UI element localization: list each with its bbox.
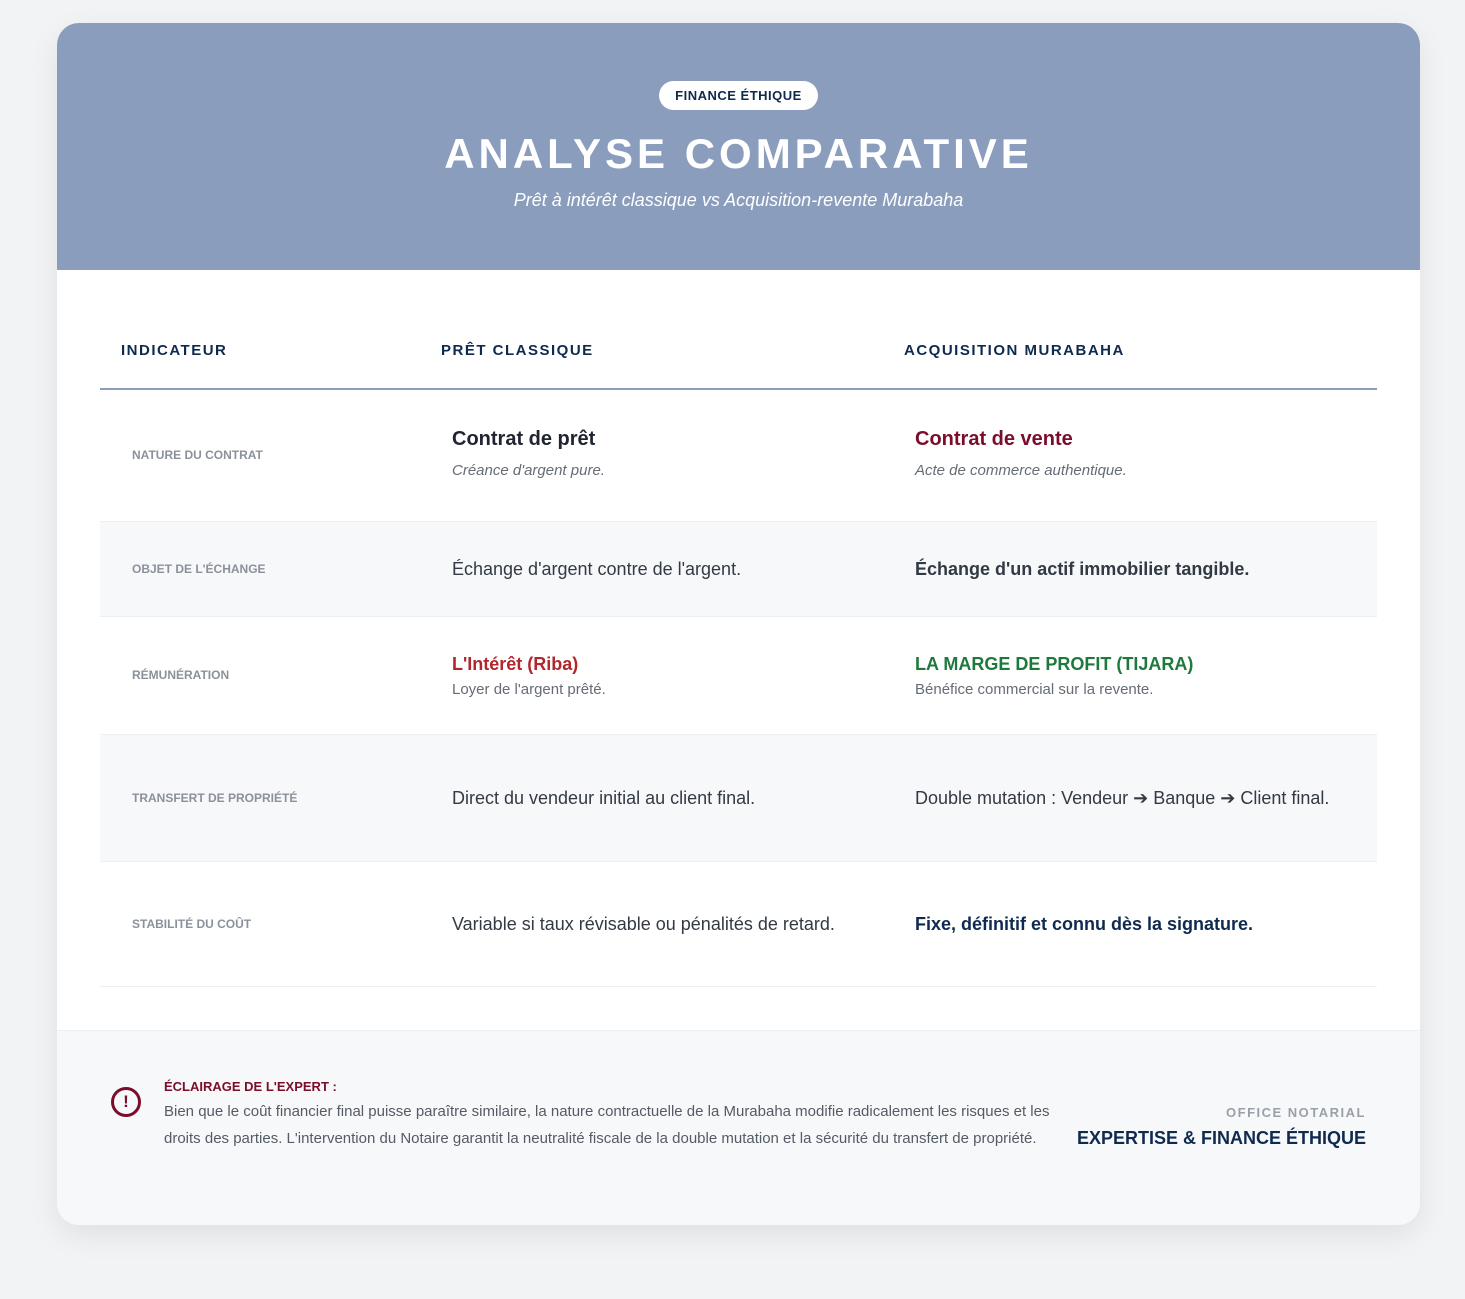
- cell-title: Contrat de vente: [915, 428, 1073, 451]
- row-indicator: OBJET DE L'ÉCHANGE: [100, 521, 420, 617]
- cell-title: Contrat de prêt: [452, 428, 596, 451]
- expert-text: Bien que le coût financier final puisse …: [164, 1103, 1050, 1147]
- page-subtitle: Prêt à intérêt classique vs Acquisition-…: [513, 190, 964, 210]
- cell-note: Créance d'argent pure.: [452, 462, 605, 480]
- cell-note: Acte de commerce authentique.: [915, 462, 1127, 480]
- header: FINANCE ÉTHIQUE ANALYSE COMPARATIVE Prêt…: [57, 23, 1420, 270]
- page-title: ANALYSE COMPARATIVE: [444, 130, 1033, 177]
- comparison-card: FINANCE ÉTHIQUE ANALYSE COMPARATIVE Prêt…: [57, 23, 1420, 1225]
- cell-title: L'Intérêt (Riba): [452, 654, 579, 674]
- table-row: NATURE DU CONTRAT Contrat de prêt Créance…: [100, 389, 1377, 522]
- row-indicator: STABILITÉ DU COÛT: [100, 861, 420, 987]
- murabaha-cell: Contrat de vente Acte de commerce authent…: [883, 389, 1377, 522]
- office-label: OFFICE NOTARIAL: [1226, 1105, 1366, 1120]
- expert-title: ÉCLAIRAGE DE L'EXPERT :: [164, 1079, 337, 1094]
- row-indicator: TRANSFERT DE PROPRIÉTÉ: [100, 734, 420, 862]
- category-badge: FINANCE ÉTHIQUE: [659, 81, 818, 110]
- table-row: STABILITÉ DU COÛT Variable si taux révis…: [100, 861, 1377, 987]
- comparison-table: INDICATEUR PRÊT CLASSIQUE ACQUISITION MU…: [100, 313, 1377, 987]
- classic-cell: Variable si taux révisable ou pénalités …: [420, 861, 883, 987]
- row-indicator: NATURE DU CONTRAT: [100, 389, 420, 522]
- expert-footer: ! ÉCLAIRAGE DE L'EXPERT : Bien que le co…: [57, 1030, 1420, 1225]
- col-indicator: INDICATEUR: [100, 313, 420, 390]
- murabaha-cell: Fixe, définitif et connu dès la signatur…: [883, 861, 1377, 987]
- exclamation-circle-icon: !: [111, 1087, 141, 1117]
- col-classic: PRÊT CLASSIQUE: [420, 313, 883, 390]
- murabaha-cell: Double mutation : Vendeur ➔ Banque ➔ Cli…: [883, 734, 1377, 862]
- classic-cell: Contrat de prêt Créance d'argent pure.: [420, 389, 883, 522]
- cell-note: Loyer de l'argent prêté.: [452, 681, 606, 698]
- murabaha-cell: Échange d'un actif immobilier tangible.: [883, 521, 1377, 617]
- murabaha-cell: LA MARGE DE PROFIT (TIJARA) Bénéfice comm…: [883, 616, 1377, 735]
- cell-title: LA MARGE DE PROFIT (TIJARA): [915, 654, 1194, 674]
- table-row: TRANSFERT DE PROPRIÉTÉ Direct du vendeur…: [100, 734, 1377, 862]
- cell-note: Bénéfice commercial sur la revente.: [915, 681, 1154, 698]
- classic-cell: L'Intérêt (Riba) Loyer de l'argent prêté.: [420, 616, 883, 735]
- signature: OFFICE NOTARIAL EXPERTISE & FINANCE ÉTHI…: [1077, 1105, 1366, 1149]
- signature-label: EXPERTISE & FINANCE ÉTHIQUE: [1076, 1128, 1366, 1148]
- table-row: RÉMUNÉRATION L'Intérêt (Riba) Loyer de l'…: [100, 616, 1377, 735]
- table-header: INDICATEUR PRÊT CLASSIQUE ACQUISITION MU…: [100, 313, 1377, 390]
- col-murabaha: ACQUISITION MURABAHA: [883, 313, 1377, 390]
- table-row: OBJET DE L'ÉCHANGE Échange d'argent cont…: [100, 521, 1377, 617]
- classic-cell: Direct du vendeur initial au client fina…: [420, 734, 883, 862]
- row-indicator: RÉMUNÉRATION: [100, 616, 420, 735]
- classic-cell: Échange d'argent contre de l'argent.: [420, 521, 883, 617]
